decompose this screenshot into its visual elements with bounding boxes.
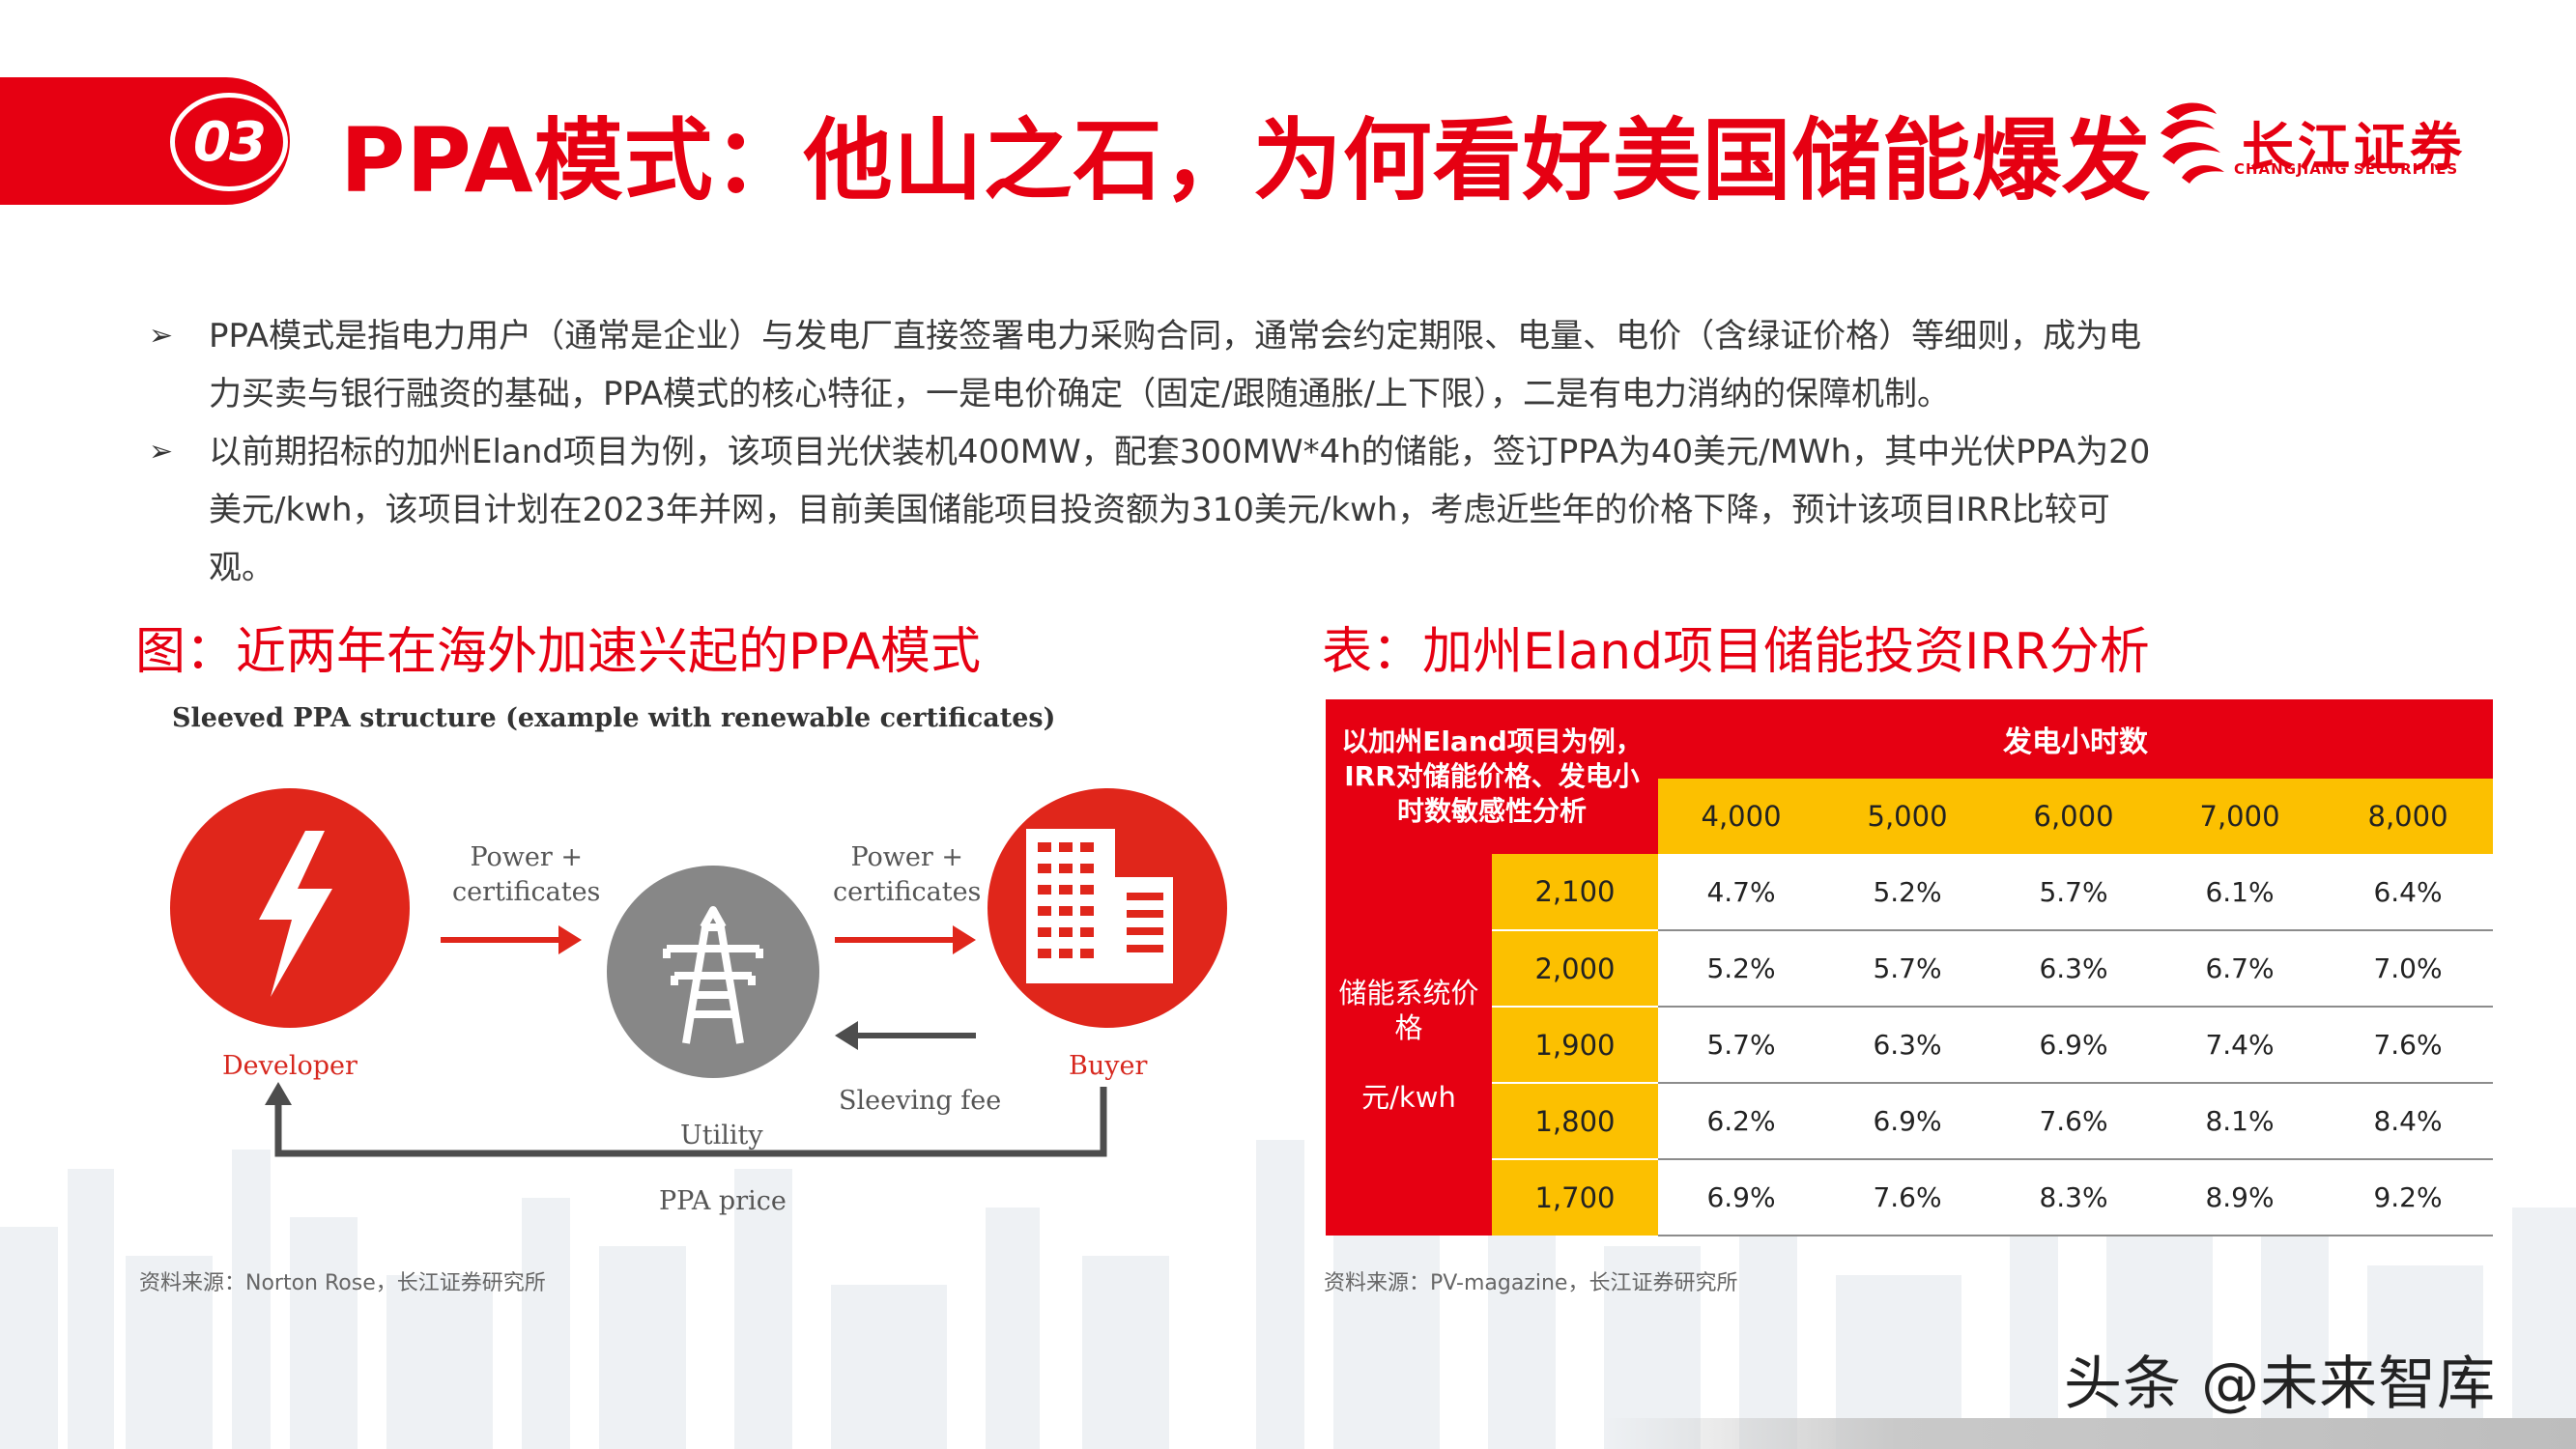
figure-title: 图：近两年在海外加速兴起的PPA模式: [135, 623, 981, 681]
page-title: PPA模式：他山之石，为何看好美国储能爆发: [340, 109, 2152, 213]
irr-cell: 5.2%: [1658, 930, 1825, 1008]
hours-column-header: 8,000: [2323, 779, 2494, 854]
irr-cell: 5.7%: [1824, 930, 1991, 1008]
logo-name-cn: 长江证券: [2242, 116, 2466, 178]
irr-cell: 6.9%: [1824, 1083, 1991, 1160]
hours-column-header: 7,000: [2157, 779, 2324, 854]
price-row-header: 1,900: [1492, 1007, 1659, 1084]
arrow-label-power-certificates-2: Power + certificates: [833, 842, 982, 907]
price-group-header: 储能系统价格 元/kwh: [1326, 854, 1492, 1236]
irr-cell: 6.9%: [1658, 1159, 1825, 1236]
section-number-badge: 03: [170, 93, 288, 191]
irr-cell: 5.7%: [1990, 854, 2158, 931]
buyer-label: Buyer: [1069, 1051, 1148, 1081]
changjiang-logo-icon: [2161, 102, 2224, 184]
irr-cell: 7.4%: [2157, 1007, 2324, 1084]
irr-cell: 8.1%: [2157, 1083, 2324, 1160]
irr-cell: 6.1%: [2157, 854, 2324, 931]
table-corner-header: 以加州Eland项目为例，IRR对储能价格、发电小时数敏感性分析: [1326, 699, 1659, 854]
power-tower-icon: [663, 906, 763, 1044]
utility-label: Utility: [680, 1121, 763, 1151]
bullet-text: 以前期招标的加州Eland项目为例，该项目光伏装机400MW，配套300MW*4…: [209, 433, 2151, 587]
price-row-header: 2,100: [1492, 854, 1659, 931]
irr-cell: 7.6%: [1824, 1159, 1991, 1236]
irr-cell: 7.0%: [2323, 930, 2494, 1008]
figure-source: 资料来源：Norton Rose，长江证券研究所: [139, 1271, 546, 1295]
ppa-structure-diagram: Sleeved PPA structure (example with rene…: [145, 696, 1256, 1236]
irr-cell: 4.7%: [1658, 854, 1825, 931]
hours-column-header: 6,000: [1990, 779, 2158, 854]
arrow-bullet-icon: ➢: [149, 319, 174, 353]
table-row: 1,900 5.7% 6.3% 6.9% 7.4% 7.6%: [1326, 1007, 2494, 1084]
hours-group-header: 发电小时数: [1658, 699, 2494, 779]
arrow-developer-to-utility: [441, 925, 582, 954]
lightning-bolt-icon: [259, 831, 332, 997]
irr-cell: 7.6%: [1990, 1083, 2158, 1160]
irr-cell: 5.7%: [1658, 1007, 1825, 1084]
section-number: 03: [193, 110, 267, 174]
table-row: 储能系统价格 元/kwh 2,100 4.7% 5.2% 5.7% 6.1% 6…: [1326, 854, 2494, 1236]
arrow-buyer-to-utility-fee: [835, 1021, 976, 1050]
irr-cell: 9.2%: [2323, 1159, 2494, 1236]
logo-name-en: CHANGJIANG SECURITIES: [2234, 160, 2459, 178]
developer-label: Developer: [222, 1051, 358, 1081]
footer-decor-bar: [1604, 1418, 2576, 1449]
irr-cell: 8.4%: [2323, 1083, 2494, 1160]
arrow-bullet-icon: ➢: [149, 435, 174, 469]
hours-column-header: 4,000: [1658, 779, 1825, 854]
table-row: 1,800 6.2% 6.9% 7.6% 8.1% 8.4%: [1326, 1083, 2494, 1160]
irr-cell: 8.9%: [2157, 1159, 2324, 1236]
arrow-ppa-price-head: [265, 1082, 292, 1105]
hours-column-header: 5,000: [1824, 779, 1991, 854]
table-row: 1,700 6.9% 7.6% 8.3% 8.9% 9.2%: [1326, 1159, 2494, 1236]
ppa-price-label: PPA price: [659, 1186, 787, 1216]
bullet-item: ➢ 以前期招标的加州Eland项目为例，该项目光伏装机400MW，配套300MW…: [145, 423, 2155, 597]
building-icon: [1026, 829, 1173, 983]
irr-cell: 6.2%: [1658, 1083, 1825, 1160]
diagram-graphics: [170, 788, 1227, 1157]
sleeving-fee-label: Sleeving fee: [839, 1086, 1002, 1116]
irr-cell: 6.3%: [1824, 1007, 1991, 1084]
arrow-ppa-price-loop: [274, 1087, 1107, 1157]
irr-cell: 6.3%: [1990, 930, 2158, 1008]
irr-sensitivity-table: 以加州Eland项目为例，IRR对储能价格、发电小时数敏感性分析 发电小时数 4…: [1326, 699, 2494, 1236]
irr-cell: 6.7%: [2157, 930, 2324, 1008]
diagram-title: Sleeved PPA structure (example with rene…: [172, 703, 1056, 733]
price-row-header: 2,000: [1492, 930, 1659, 1008]
table-row: 2,000 5.2% 5.7% 6.3% 6.7% 7.0%: [1326, 930, 2494, 1008]
price-row-header: 1,800: [1492, 1083, 1659, 1160]
irr-cell: 7.6%: [2323, 1007, 2494, 1084]
bullet-item: ➢ PPA模式是指电力用户（通常是企业）与发电厂直接签署电力采购合同，通常会约定…: [145, 307, 2155, 423]
arrow-utility-to-buyer: [835, 925, 976, 954]
watermark: 头条 @未来智库: [2064, 1350, 2497, 1418]
irr-cell: 5.2%: [1824, 854, 1991, 931]
irr-cell: 8.3%: [1990, 1159, 2158, 1236]
price-row-header: 1,700: [1492, 1159, 1659, 1236]
irr-cell: 6.9%: [1990, 1007, 2158, 1084]
irr-cell: 6.4%: [2323, 854, 2494, 931]
table-source: 资料来源：PV-magazine，长江证券研究所: [1324, 1271, 1738, 1295]
bullet-text: PPA模式是指电力用户（通常是企业）与发电厂直接签署电力采购合同，通常会约定期限…: [209, 317, 2142, 413]
table-title: 表：加州Eland项目储能投资IRR分析: [1322, 623, 2150, 681]
bullet-list: ➢ PPA模式是指电力用户（通常是企业）与发电厂直接签署电力采购合同，通常会约定…: [145, 307, 2155, 597]
arrow-label-power-certificates-1: Power + certificates: [452, 842, 601, 907]
